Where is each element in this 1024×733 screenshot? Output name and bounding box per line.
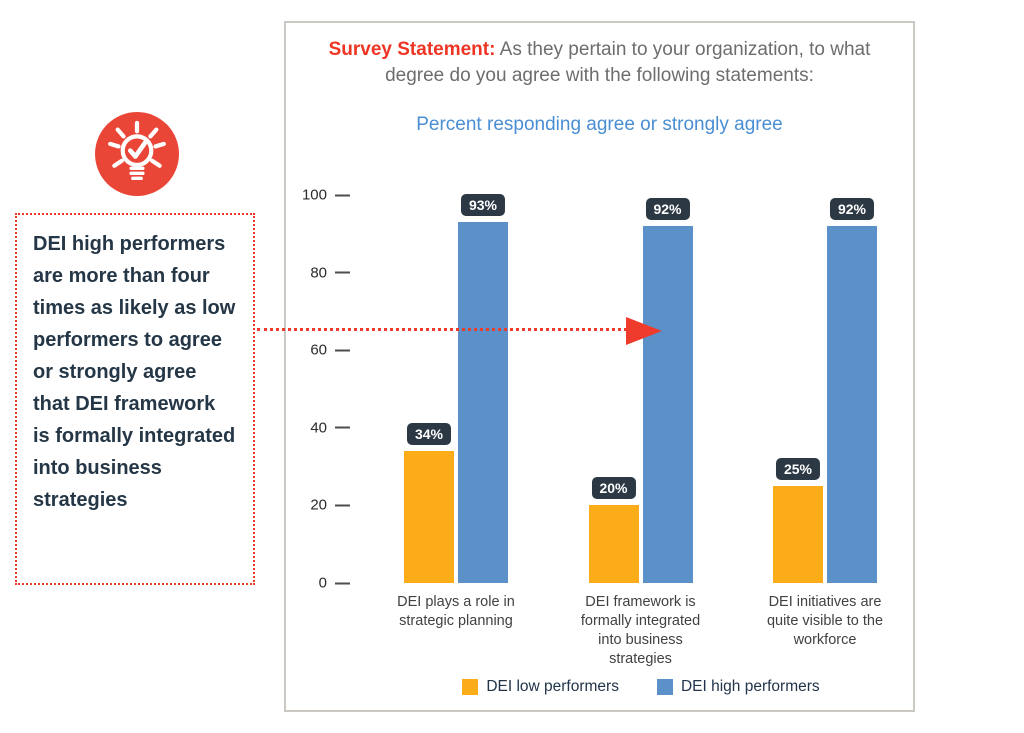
- y-axis-tick: 20: [286, 497, 350, 514]
- bar-value-label: 92%: [829, 198, 875, 220]
- bar-value-label: 20%: [591, 477, 636, 499]
- y-axis-tick-label: 0: [318, 574, 327, 592]
- legend-swatch: [656, 679, 673, 695]
- lightbulb-check-icon: [95, 112, 179, 196]
- bar-value-label: 25%: [775, 458, 821, 480]
- low-performer-bar: [773, 486, 823, 583]
- y-axis-tick-label: 40: [310, 419, 327, 437]
- y-axis-tick: 60: [286, 342, 350, 359]
- bar-chart-plot: 0 20 40 60 80 100 34% 93% DEI plays a role in st…: [286, 23, 913, 710]
- bar-value-label: 34%: [406, 423, 452, 445]
- lightbulb-check-svg: [95, 112, 179, 196]
- y-axis-tick-label: 20: [310, 496, 327, 514]
- category-label: DEI framework is formally integrated int…: [580, 594, 701, 667]
- callout-text: DEI high performers are more than four t…: [33, 233, 236, 511]
- y-axis-tick-label: 100: [301, 186, 327, 204]
- legend-item: DEI low performers: [462, 678, 619, 696]
- chart-card: Survey Statement: As they pertain to you…: [284, 21, 915, 712]
- y-axis-tick: 100: [286, 187, 350, 204]
- low-performer-bar: [404, 451, 454, 583]
- survey-statement-text: As they pertain to your organization, to…: [385, 39, 871, 86]
- high-performer-bar: [642, 226, 693, 583]
- y-axis-tick: 40: [286, 419, 350, 436]
- legend-item: DEI high performers: [656, 678, 820, 696]
- high-performer-bar: [827, 226, 877, 583]
- y-axis-tick-mark: [335, 349, 350, 352]
- y-axis-tick-mark: [335, 426, 350, 429]
- y-axis-tick-mark: [335, 271, 350, 274]
- survey-statement-label: Survey Statement:: [328, 39, 496, 60]
- legend-label: DEI low performers: [486, 678, 619, 695]
- legend-swatch: [462, 679, 479, 695]
- callout-box: DEI high performers are more than four t…: [15, 213, 255, 585]
- low-performer-bar: [588, 505, 639, 583]
- y-axis-tick-label: 60: [310, 341, 327, 359]
- callout-arrow-head-icon: [626, 317, 662, 345]
- bar-value-label: 93%: [460, 194, 506, 216]
- y-axis-tick: 0: [286, 575, 350, 592]
- chart-title: Percent responding agree or strongly agr…: [416, 114, 783, 135]
- survey-statement: Survey Statement: As they pertain to you…: [324, 37, 876, 89]
- callout-arrow-line: [257, 328, 627, 331]
- y-axis-tick-mark: [335, 582, 350, 584]
- y-axis-tick-label: 80: [310, 264, 327, 282]
- chart-legend: DEI low performers DEI high performers: [404, 678, 878, 696]
- y-axis-tick-mark: [335, 504, 350, 507]
- y-axis-tick: 80: [286, 264, 350, 281]
- y-axis-tick-mark: [335, 194, 350, 196]
- legend-label: DEI high performers: [680, 678, 820, 695]
- high-performer-bar: [458, 222, 508, 583]
- category-label: DEI plays a role in strategic planning: [397, 594, 515, 629]
- category-label: DEI initiatives are quite visible to the…: [766, 594, 884, 648]
- bar-value-label: 92%: [645, 198, 690, 220]
